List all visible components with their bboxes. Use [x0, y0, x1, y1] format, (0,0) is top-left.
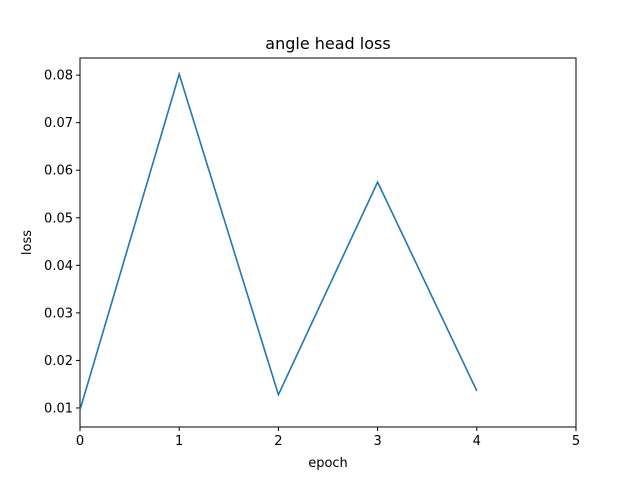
x-tick-label: 2 [274, 434, 282, 449]
series-layer [79, 71, 478, 411]
x-tick-label: 4 [473, 434, 481, 449]
plot-frame [79, 57, 577, 428]
x-tick-label: 3 [373, 434, 381, 449]
x-tick-label: 1 [175, 434, 183, 449]
y-axis-label: loss [20, 230, 35, 255]
y-tick-label: 0.01 [44, 401, 73, 416]
x-axis-label: epoch [308, 456, 348, 471]
y-tick-label: 0.04 [44, 259, 73, 274]
x-axis-ticks: 0 1 2 3 4 5 [76, 427, 580, 449]
series-line [79, 71, 478, 411]
x-tick-label: 0 [76, 434, 84, 449]
y-tick-label: 0.03 [44, 306, 73, 321]
x-tick-label: 5 [572, 434, 580, 449]
y-tick-label: 0.07 [44, 116, 73, 131]
y-axis-ticks: 0.01 0.02 0.03 0.04 0.05 0.06 0.07 0.08 [44, 69, 80, 416]
y-tick-label: 0.02 [44, 354, 73, 369]
y-tick-label: 0.08 [44, 69, 73, 84]
y-tick-label: 0.05 [44, 211, 73, 226]
chart-title: angle head loss [265, 34, 390, 53]
y-tick-label: 0.06 [44, 164, 73, 179]
